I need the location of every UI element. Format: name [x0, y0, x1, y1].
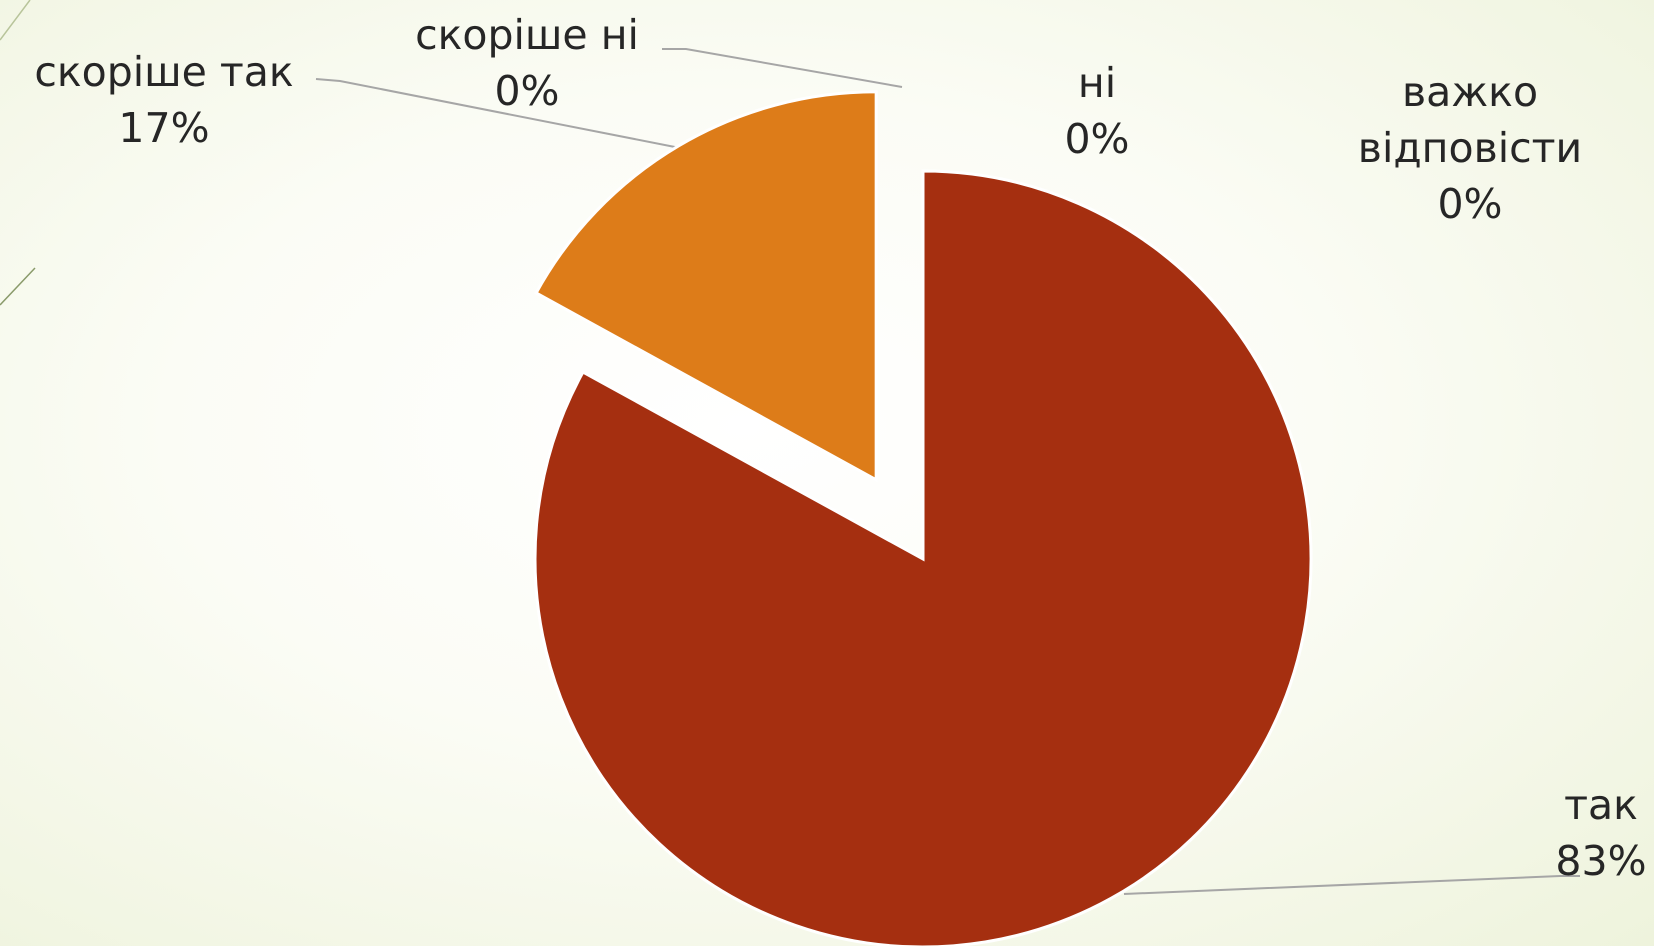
data-label: скоріше так 17% [34, 44, 293, 156]
leader-line [1123, 875, 1580, 895]
category-label: скоріше так [34, 48, 294, 96]
data-label: скоріше ні 0% [415, 7, 639, 119]
decor-line [0, 0, 31, 41]
pie-slice [534, 90, 878, 483]
value-label: 0% [494, 67, 560, 115]
decor-line [0, 267, 36, 306]
value-label: 0% [1064, 115, 1130, 163]
leader-line [315, 78, 681, 149]
data-label: ні 0% [1064, 55, 1129, 167]
data-label: важко відповісти 0% [1345, 64, 1595, 232]
category-label: ні [1077, 59, 1117, 107]
data-label: так 83% [1555, 777, 1646, 889]
pie [533, 90, 1313, 946]
value-label: 17% [118, 104, 210, 152]
value-label: 83% [1555, 837, 1647, 885]
category-label: скоріше ні [415, 11, 639, 59]
leader-line [662, 48, 903, 88]
value-label: 0% [1437, 180, 1503, 228]
category-label: так [1564, 781, 1638, 829]
pie-slice [533, 169, 1313, 946]
category-label: важко відповісти [1357, 68, 1583, 172]
